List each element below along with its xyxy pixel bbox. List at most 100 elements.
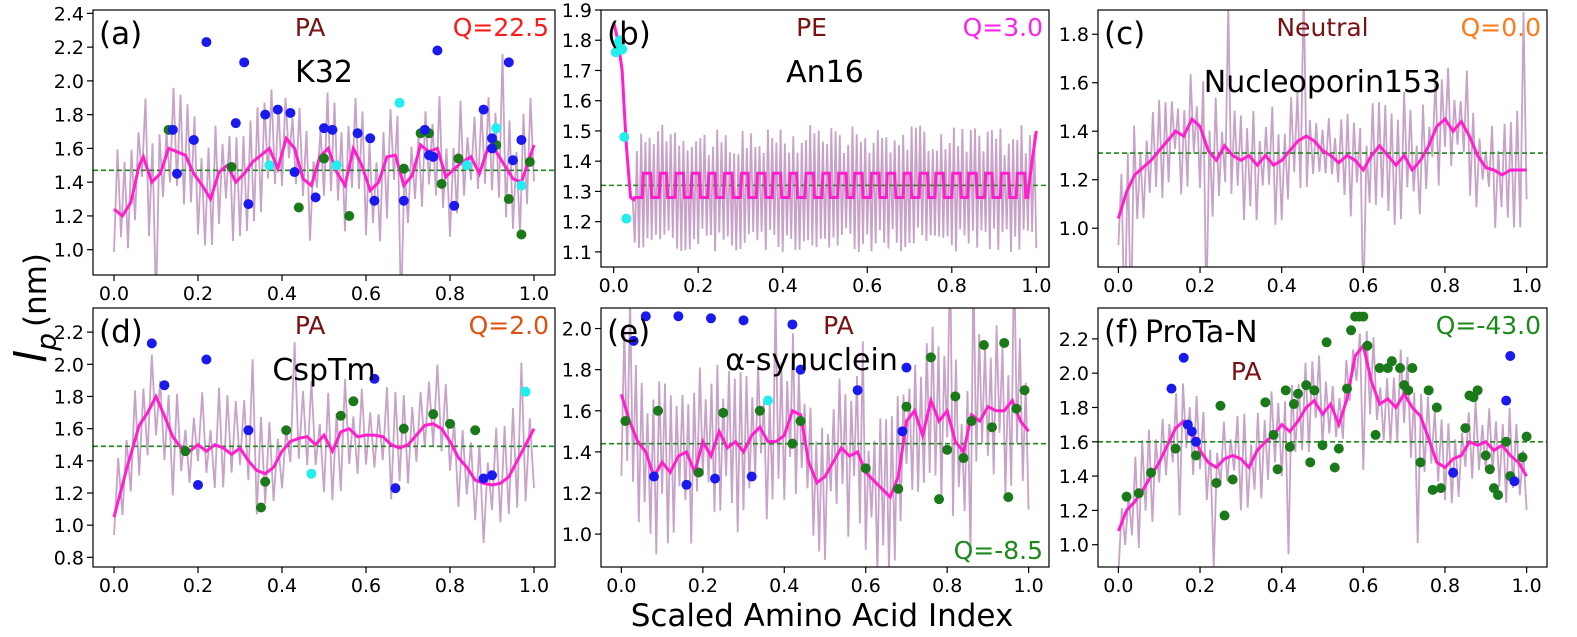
x-tick-label: 1.0 bbox=[1021, 275, 1051, 297]
green-residue-point bbox=[398, 423, 409, 434]
blue-residue-point bbox=[478, 104, 489, 115]
green-residue-point bbox=[1431, 402, 1442, 413]
cyan-residue-point bbox=[516, 180, 527, 191]
blue-residue-point bbox=[398, 195, 409, 206]
charge-label: Q=22.5 bbox=[453, 13, 549, 42]
green-residue-point bbox=[1317, 440, 1328, 451]
blue-residue-point bbox=[710, 473, 721, 484]
panel-d: 0.0 0.2 0.4 0.6 0.8 1.0 0.8 1.0 1.2 1.4 1.6 1.8 2.0 2… bbox=[54, 307, 556, 597]
x-tick-label: 0.2 bbox=[688, 575, 718, 597]
blue-residue-point bbox=[201, 37, 212, 48]
y-tick-label: 1.5 bbox=[562, 121, 592, 143]
x-tick-label: 0.0 bbox=[1103, 575, 1133, 597]
y-tick-label: 1.3 bbox=[562, 181, 592, 203]
class-label: PA bbox=[295, 13, 326, 42]
protein-name: K32 bbox=[295, 55, 353, 90]
green-residue-point bbox=[344, 210, 355, 221]
green-residue-point bbox=[1423, 385, 1434, 396]
y-tick-label: 2.2 bbox=[1059, 329, 1089, 351]
green-residue-point bbox=[1472, 385, 1483, 396]
charge-label: Q=2.0 bbox=[469, 311, 549, 340]
green-residue-point bbox=[860, 463, 871, 474]
blue-residue-point bbox=[640, 311, 651, 322]
x-tick-label: 0.4 bbox=[1267, 275, 1297, 297]
green-residue-point bbox=[1435, 483, 1446, 494]
green-residue-point bbox=[348, 396, 359, 407]
blue-residue-point bbox=[897, 426, 908, 437]
x-tick-label: 0.4 bbox=[267, 283, 297, 305]
green-residue-point bbox=[1374, 363, 1385, 374]
y-tick-label: 1.2 bbox=[54, 206, 84, 228]
y-tick-label: 1.6 bbox=[562, 91, 592, 113]
green-residue-point bbox=[503, 194, 514, 205]
blue-residue-point bbox=[146, 338, 157, 349]
green-residue-point bbox=[1284, 441, 1295, 452]
y-tick-label: 1.6 bbox=[54, 138, 84, 160]
green-residue-point bbox=[1011, 403, 1022, 414]
y-tick-label: 2.0 bbox=[54, 354, 84, 376]
smoothed-profile-line bbox=[612, 21, 1038, 202]
x-tick-label: 1.0 bbox=[1014, 575, 1044, 597]
green-residue-point bbox=[942, 444, 953, 455]
smoothed-profile-line bbox=[619, 393, 1030, 500]
blue-residue-point bbox=[508, 155, 518, 166]
plot-area bbox=[1098, 311, 1547, 567]
green-residue-point bbox=[787, 438, 798, 449]
charge-label: Q=3.0 bbox=[963, 13, 1043, 42]
green-residue-point bbox=[1146, 467, 1157, 478]
green-residue-point bbox=[1268, 429, 1279, 440]
x-tick-label: 0.4 bbox=[769, 575, 799, 597]
plot-area bbox=[1098, 10, 1547, 267]
x-tick-label: 0.6 bbox=[852, 275, 882, 297]
green-residue-point bbox=[1133, 488, 1144, 499]
blue-residue-point bbox=[487, 470, 497, 481]
green-residue-point bbox=[256, 502, 266, 513]
blue-residue-point bbox=[487, 143, 497, 154]
y-tick-label: 1.8 bbox=[1059, 24, 1089, 46]
y-tick-label: 1.6 bbox=[1059, 432, 1089, 454]
green-residue-point bbox=[1427, 484, 1438, 495]
y-tick-label: 2.0 bbox=[54, 71, 84, 93]
green-residue-point bbox=[260, 476, 271, 487]
y-tick-label: 1.8 bbox=[54, 386, 84, 408]
green-residue-point bbox=[180, 446, 191, 457]
green-residue-point bbox=[754, 405, 765, 416]
panel-f: 0.0 0.2 0.4 0.6 0.8 1.0 1.0 1.2 1.4 1.6 1.8 2.0 2.2 (… bbox=[1059, 307, 1548, 597]
panel-a: 0.0 0.2 0.4 0.6 0.8 1.0 1.0 1.2 1.4 1.6 1.8 2.0 2.2 2… bbox=[54, 3, 556, 305]
green-residue-point bbox=[1019, 385, 1030, 396]
green-residue-point bbox=[1293, 388, 1304, 399]
class-label: PA bbox=[1231, 357, 1262, 386]
axes-frame bbox=[600, 307, 1050, 568]
cyan-residue-point bbox=[306, 468, 317, 479]
green-residue-point bbox=[950, 391, 961, 402]
green-residue-point bbox=[428, 409, 439, 420]
blue-residue-point bbox=[1178, 352, 1189, 363]
blue-residue-point bbox=[369, 373, 380, 384]
cyan-residue-point bbox=[264, 160, 275, 171]
plot-area bbox=[93, 338, 555, 543]
blue-residue-point bbox=[243, 199, 254, 210]
y-tick-label: 1.0 bbox=[562, 524, 592, 546]
blue-residue-point bbox=[159, 380, 170, 391]
y-tick-label: 1.4 bbox=[54, 451, 84, 473]
green-residue-point bbox=[1211, 477, 1222, 488]
blue-residue-point bbox=[746, 471, 757, 482]
x-tick-label: 0.4 bbox=[267, 575, 297, 597]
green-residue-point bbox=[1407, 363, 1418, 374]
panel-letter: (e) bbox=[607, 314, 650, 350]
panel-b: 0.0 0.2 0.4 0.6 0.8 1.0 1.1 1.2 1.3 1.4 1.5 1.6 1.7 1… bbox=[562, 0, 1052, 297]
blue-residue-point bbox=[289, 167, 300, 178]
y-tick-label: 1.2 bbox=[562, 483, 592, 505]
green-residue-point bbox=[1227, 474, 1238, 485]
green-residue-point bbox=[893, 483, 904, 494]
cyan-residue-point bbox=[520, 386, 531, 397]
y-tick-label: 1.9 bbox=[562, 0, 592, 22]
blue-residue-point bbox=[681, 479, 692, 490]
green-residue-point bbox=[335, 410, 346, 421]
x-tick-label: 0.0 bbox=[1103, 275, 1133, 297]
green-residue-point bbox=[1190, 450, 1201, 461]
protein-name: Nucleoporin153 bbox=[1204, 65, 1441, 100]
cyan-residue-point bbox=[331, 160, 342, 171]
y-tick-label: 1.2 bbox=[562, 212, 592, 234]
green-residue-point bbox=[470, 425, 481, 436]
